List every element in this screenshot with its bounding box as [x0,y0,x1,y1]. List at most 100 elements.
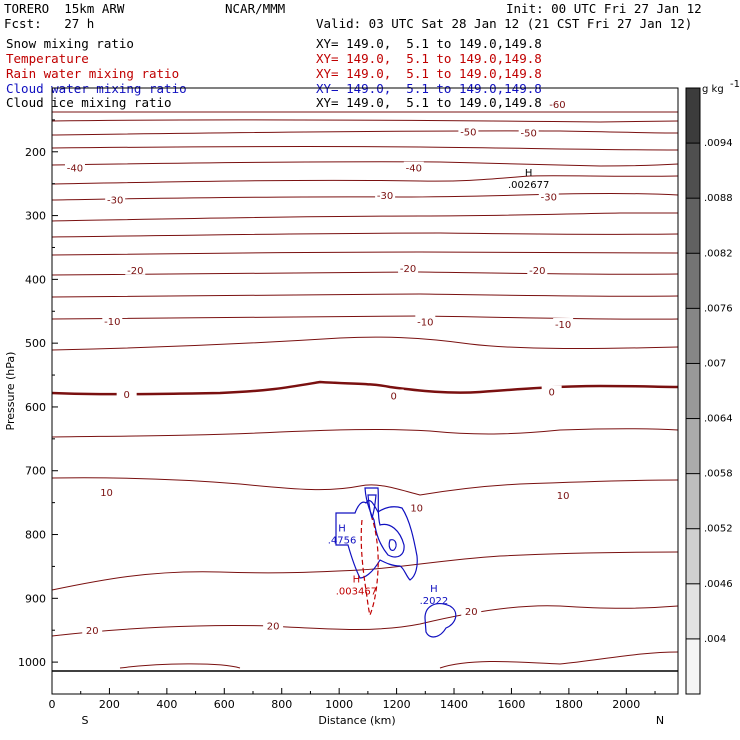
colorbar-tick-label: .004 [704,634,726,645]
colorbar-segment [686,143,700,199]
colorbar-segment [686,473,700,529]
colorbar-tick-label: .0064 [704,414,733,425]
isotherm-label: -50 [460,127,476,138]
isotherm-line [439,651,679,669]
isotherm-label-bg [398,261,419,273]
isotherm-line [51,477,679,496]
legend-rain-label: Rain water mixing ratio [6,66,180,81]
x-tick-label: 400 [156,698,177,711]
isotherm-label: -30 [541,192,557,203]
extremum-marker: H [525,168,533,179]
isotherm-label-bg [406,501,427,513]
south-endpoint-label: S [82,714,89,727]
isotherm-line [51,193,679,201]
cloud-water-contour [335,499,418,581]
init-time: Init: 00 UTC Fri 27 Jan 12 [506,1,702,16]
isotherm-label: -50 [521,129,537,140]
rain-water-contours [360,517,379,617]
isotherm-label-bg [547,97,568,109]
isotherm-label: 10 [410,504,423,515]
isotherm-line [51,428,679,438]
isotherm-label-bg [415,315,436,327]
x-tick-label: 0 [49,698,56,711]
colorbar-segment [686,308,700,364]
isotherm-label: 0 [391,391,397,402]
isotherm-label: -20 [529,266,545,277]
extremum-value: .4756 [328,535,357,546]
isotherm-label: -10 [417,317,433,328]
isotherm-label-bg [518,126,539,138]
y-tick-label: 300 [25,210,46,223]
y-tick-label: 1000 [18,656,46,669]
freezing-level-isotherm [51,380,679,396]
isotherm-label: -60 [549,100,565,111]
colorbar-segment [686,363,700,419]
x-axis-label: Distance (km) [318,714,395,727]
isotherm-line [119,663,241,669]
isotherm-label: 20 [86,626,99,637]
x-tick-label: 800 [271,698,292,711]
y-axis-label: Pressure (hPa) [4,352,17,431]
valid-time: Valid: 03 UTC Sat 28 Jan 12 (21 CST Fri … [316,16,693,31]
rain-water-contour [360,517,379,617]
isotherm-label: -30 [377,191,393,202]
colorbar-unit: g kg [702,84,724,95]
y-tick-label: 400 [25,273,46,286]
y-tick-label: 800 [25,529,46,542]
legend-snow-label: Snow mixing ratio [6,36,134,51]
colorbar-tick-label: .007 [704,358,726,369]
colorbar-tick-label: .0094 [704,138,733,149]
isotherm-line [51,605,679,637]
isotherm-label: -20 [400,264,416,275]
extremum-value: .002677 [508,180,549,191]
model-title: TORERO 15km ARW [4,1,125,16]
y-tick-label: 900 [25,592,46,605]
isotherm-label: -10 [555,320,571,331]
isotherm-label: -20 [127,266,143,277]
forecast-hour: Fcst: 27 h [4,16,95,31]
x-tick-label: 1400 [440,698,468,711]
isotherm-label-bg [105,193,126,205]
x-tick-label: 1200 [383,698,411,711]
isotherm-label-bg [375,189,396,201]
isotherm-label: 20 [267,622,280,633]
y-tick-label: 200 [25,146,46,159]
y-tick-label: 600 [25,401,46,414]
isotherm-label: 10 [100,488,113,499]
isotherm-label-bg [125,263,146,275]
isotherm-line [51,146,679,151]
cloud-water-contours [335,487,457,638]
cloud-water-contour [424,603,457,638]
isotherm-label: 0 [123,390,129,401]
legend-temperature-xy: XY= 149.0, 5.1 to 149.0,149.8 [316,51,542,66]
plot-frame [51,87,679,695]
isotherm-label-bg [82,624,103,636]
isotherm-line [51,336,679,351]
isotherm-line [51,551,679,591]
north-endpoint-label: N [656,714,664,727]
colorbar-segment [686,638,700,694]
isotherm-line [51,175,679,185]
isotherm-label-bg [527,263,548,275]
colorbar-frame [685,87,701,695]
legend-rain-xy: XY= 149.0, 5.1 to 149.0,149.8 [316,66,542,81]
isotherm-label-bg [541,385,562,397]
extremum-value: .2022 [420,596,449,607]
colorbar-segment [686,198,700,254]
extremum-marker: H [338,523,346,534]
extremum-marker: H [353,574,361,585]
x-tick-label: 1000 [325,698,353,711]
colorbar-segment [686,253,700,309]
isotherm-line [51,293,679,298]
x-tick-label: 1600 [497,698,525,711]
cloud-water-contour [364,487,405,558]
isotherm-label-bg [263,619,284,631]
extremum-marker: H [430,584,438,595]
extremum-value: .003467 [336,586,377,597]
isotherm-line [51,315,679,320]
isotherm-line [51,130,679,136]
colorbar-segment [686,583,700,639]
isotherm-label-bg [553,318,574,330]
isotherm-label: -30 [107,196,123,207]
